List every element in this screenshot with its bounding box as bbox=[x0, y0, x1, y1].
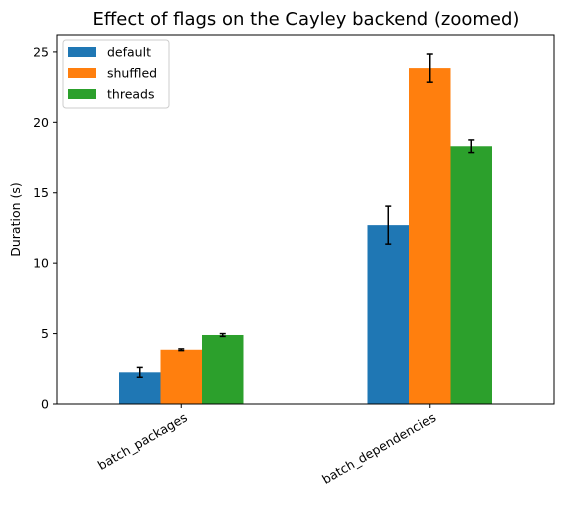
bar-default-batch_dependencies bbox=[367, 225, 409, 404]
legend-swatch-shuffled bbox=[68, 68, 96, 78]
x-tick-label: batch_packages bbox=[95, 410, 190, 473]
bar-shuffled-batch_packages bbox=[160, 349, 202, 404]
y-axis-label: Duration (s) bbox=[8, 182, 23, 257]
legend-swatch-threads bbox=[68, 89, 96, 99]
legend-label-threads: threads bbox=[107, 87, 155, 102]
y-tick-label: 5 bbox=[41, 326, 49, 341]
bars-layer bbox=[119, 68, 492, 405]
y-axis: 0 5 10 15 20 25 bbox=[33, 44, 57, 412]
x-axis: batch_packages batch_dependencies bbox=[95, 404, 438, 487]
plot-frame bbox=[56, 34, 555, 405]
legend-label-default: default bbox=[107, 45, 151, 60]
chart-title: Effect of flags on the Cayley backend (z… bbox=[93, 9, 520, 30]
y-tick-label: 15 bbox=[33, 185, 49, 200]
bar-shuffled-batch_dependencies bbox=[409, 68, 451, 405]
bar-threads-batch_dependencies bbox=[450, 146, 492, 404]
y-tick-label: 10 bbox=[33, 256, 49, 271]
legend-label-shuffled: shuffled bbox=[107, 66, 157, 81]
legend: default shuffled threads bbox=[62, 39, 170, 109]
y-tick-label: 25 bbox=[33, 44, 49, 59]
errorbars-layer bbox=[136, 53, 475, 378]
legend-swatch-default bbox=[68, 47, 96, 57]
bar-threads-batch_packages bbox=[202, 334, 244, 404]
x-tick-label: batch_dependencies bbox=[319, 410, 438, 487]
y-tick-label: 0 bbox=[41, 397, 49, 412]
y-tick-label: 20 bbox=[33, 115, 49, 130]
